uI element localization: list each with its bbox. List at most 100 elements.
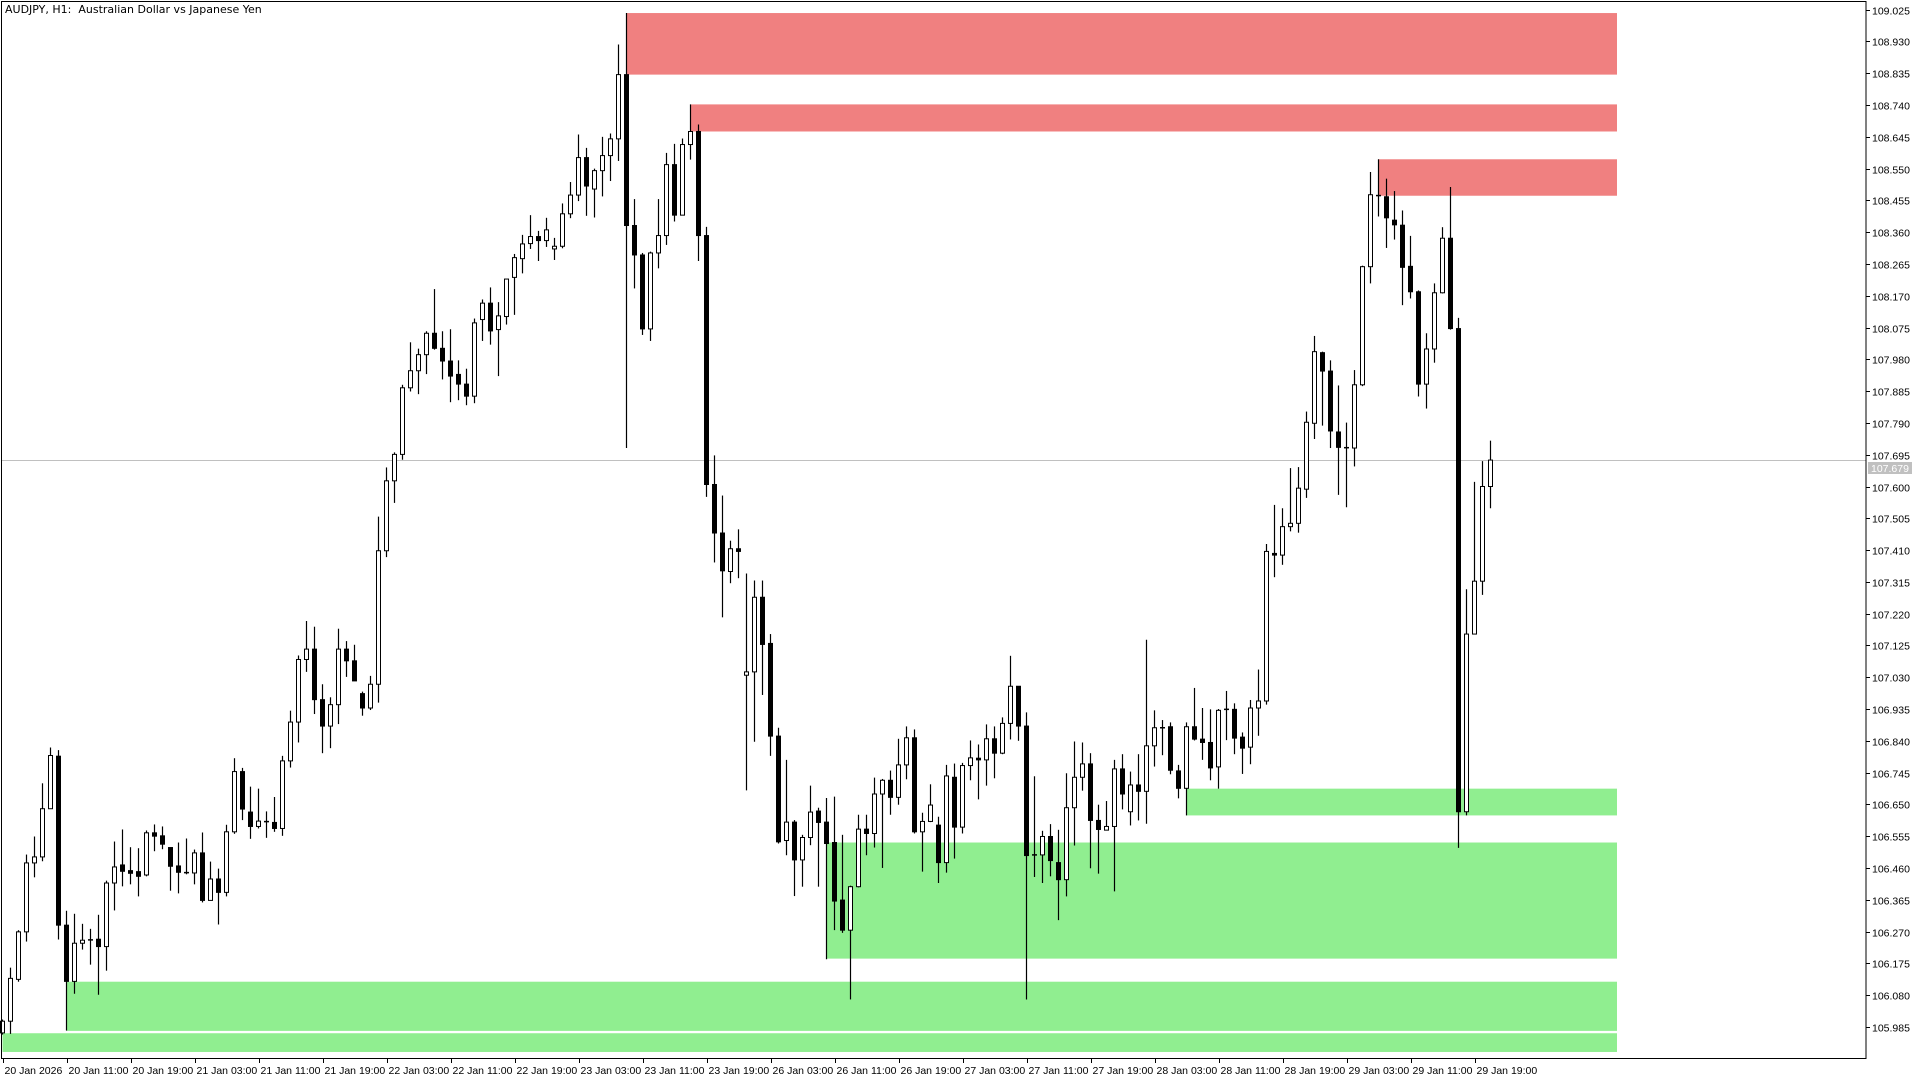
bull-candle-body — [1440, 237, 1445, 294]
y-tick-label: 108.170 — [1872, 292, 1910, 304]
candle — [1304, 411, 1309, 498]
demand-zone[interactable] — [826, 842, 1618, 959]
price-axis[interactable]: 109.025 108.930 108.835 108.740 108.645 108.5… — [1866, 6, 1910, 1035]
bear-candle-body — [128, 870, 133, 874]
bear-candle-body — [312, 648, 317, 701]
bear-candle-body — [888, 779, 893, 798]
bear-candle-body — [776, 735, 781, 843]
y-tick-label: 108.455 — [1872, 196, 1910, 208]
bear-candle-body — [1208, 741, 1213, 769]
bull-candle-body — [680, 144, 685, 216]
candle — [800, 834, 805, 887]
candle — [464, 368, 469, 406]
bull-candle-body — [208, 878, 213, 901]
bull-candle-body — [688, 130, 693, 146]
x-tick-label: 20 Jan 2026 — [5, 1065, 63, 1077]
candle — [648, 251, 653, 341]
zones-layer — [2, 13, 1618, 1052]
bull-candle-body — [112, 866, 117, 884]
candle — [1392, 191, 1397, 240]
bull-candle-body — [304, 648, 309, 660]
candle — [1176, 764, 1181, 799]
candle — [56, 750, 61, 940]
candle — [360, 691, 365, 716]
candle — [664, 152, 669, 245]
candle — [336, 628, 341, 725]
candle — [176, 842, 181, 894]
bull-candle-body — [1296, 487, 1301, 524]
candle — [536, 230, 541, 261]
candle — [896, 738, 901, 805]
x-tick-label: 28 Jan 03:00 — [1157, 1065, 1218, 1077]
bear-candle-body — [1048, 835, 1053, 862]
candle — [1160, 720, 1165, 756]
candle — [1112, 759, 1117, 892]
candle — [848, 885, 853, 1000]
bear-candle-body — [64, 924, 69, 982]
supply-zone[interactable] — [1378, 159, 1618, 196]
candle — [704, 226, 709, 497]
bull-candle-body — [896, 764, 901, 798]
bear-candle-body — [456, 373, 461, 385]
supply-zone[interactable] — [626, 13, 1618, 75]
x-tick-label: 23 Jan 19:00 — [709, 1065, 770, 1077]
candle — [1312, 335, 1317, 439]
bear-candle-body — [1240, 736, 1245, 749]
candle — [696, 124, 701, 261]
candle — [1024, 712, 1029, 1000]
bull-candle-body — [16, 931, 21, 980]
candle — [832, 796, 837, 931]
bear-candle-body — [272, 821, 277, 829]
bear-candle-body — [1272, 552, 1277, 556]
bull-candle-body — [1008, 685, 1013, 724]
bear-candle-body — [200, 852, 205, 901]
candle — [1296, 467, 1301, 533]
bull-candle-body — [1072, 776, 1077, 809]
supply-zone[interactable] — [690, 104, 1618, 132]
candle — [1256, 669, 1261, 736]
bull-candle-body — [224, 831, 229, 893]
x-tick-label: 28 Jan 19:00 — [1285, 1065, 1346, 1077]
x-tick-label: 23 Jan 11:00 — [645, 1065, 705, 1077]
y-tick-label: 108.930 — [1872, 37, 1910, 49]
candle — [1224, 690, 1229, 741]
demand-zone[interactable] — [1186, 788, 1618, 816]
demand-zone[interactable] — [2, 1033, 1618, 1052]
bull-candle-body — [1104, 825, 1109, 831]
y-tick-label: 106.555 — [1872, 832, 1910, 844]
bull-candle-body — [848, 886, 853, 931]
demand-zone[interactable] — [66, 981, 1618, 1031]
bull-candle-body — [528, 236, 533, 245]
bull-candle-body — [1280, 526, 1285, 556]
bear-candle-body — [176, 865, 181, 873]
bear-candle-body — [992, 738, 997, 754]
candle — [600, 136, 605, 197]
x-tick-label: 26 Jan 11:00 — [837, 1065, 897, 1077]
x-tick-label: 29 Jan 19:00 — [1477, 1065, 1538, 1077]
candle — [368, 675, 373, 711]
candle — [744, 573, 749, 791]
bear-candle-body — [976, 757, 981, 761]
candle — [1136, 754, 1141, 821]
candle — [512, 253, 517, 315]
time-axis[interactable]: 20 Jan 2026 20 Jan 11:00 20 Jan 19:00 21 Ja… — [3, 1058, 1538, 1077]
candle — [152, 824, 157, 852]
candle — [752, 580, 757, 742]
bull-candle-body — [1304, 421, 1309, 490]
candle — [1208, 709, 1213, 781]
bull-candle-body — [1480, 486, 1485, 582]
bear-candle-body — [696, 130, 701, 237]
candle — [344, 641, 349, 677]
candle — [248, 786, 253, 839]
candle — [448, 329, 453, 403]
bear-candle-body — [536, 236, 541, 242]
candle — [576, 134, 581, 202]
candle — [904, 726, 909, 780]
bear-candle-body — [1336, 431, 1341, 448]
candle — [160, 826, 165, 850]
y-tick-label: 107.790 — [1872, 419, 1910, 431]
candle — [1016, 685, 1021, 741]
bull-candle-body — [960, 765, 965, 828]
bull-candle-body — [1264, 550, 1269, 702]
